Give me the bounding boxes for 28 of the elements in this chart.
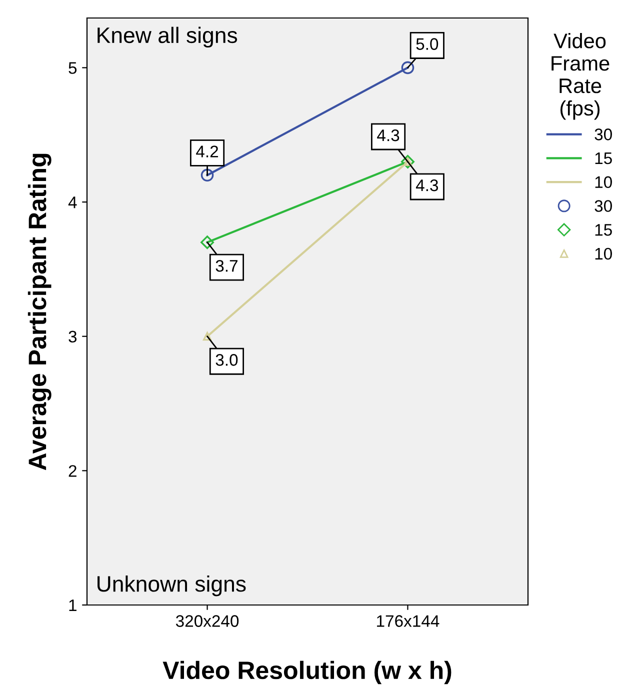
point: [202, 332, 212, 341]
annotation: Unknown signs: [98, 575, 246, 596]
y-tick-label: 3: [68, 330, 77, 343]
y-tick-label: 1: [69, 600, 76, 612]
annotation: Knew all signs: [98, 26, 238, 48]
data-label: 4.3: [416, 179, 438, 192]
y-tick-label: 4: [68, 196, 77, 208]
legend-label: 15: [595, 152, 612, 164]
data-label: 4.3: [377, 129, 400, 142]
x-axis-title: Video Resolution (w x h): [162, 660, 452, 684]
legend-title: Video Frame Rate (fps): [552, 33, 610, 120]
text: 10: [595, 248, 612, 260]
legend-label: 30: [594, 128, 612, 140]
y-axis-title: Average Participant Rating: [28, 154, 52, 470]
point: [401, 61, 414, 74]
text: 30: [594, 200, 612, 212]
data-label: 3.0: [216, 354, 238, 366]
point: [200, 236, 214, 250]
point: [200, 168, 214, 182]
x-tick-label: 320x240: [176, 615, 239, 627]
y-tick-label: 2: [68, 465, 76, 477]
data-label: 5.0: [416, 38, 438, 50]
text: 15: [595, 224, 612, 236]
x-tick-label: 176x144: [377, 615, 440, 627]
y-tick-label: 5: [68, 62, 77, 74]
data-label: 4.2: [196, 146, 218, 158]
legend-label: 10: [595, 176, 612, 188]
data-label: 3.7: [216, 260, 238, 272]
